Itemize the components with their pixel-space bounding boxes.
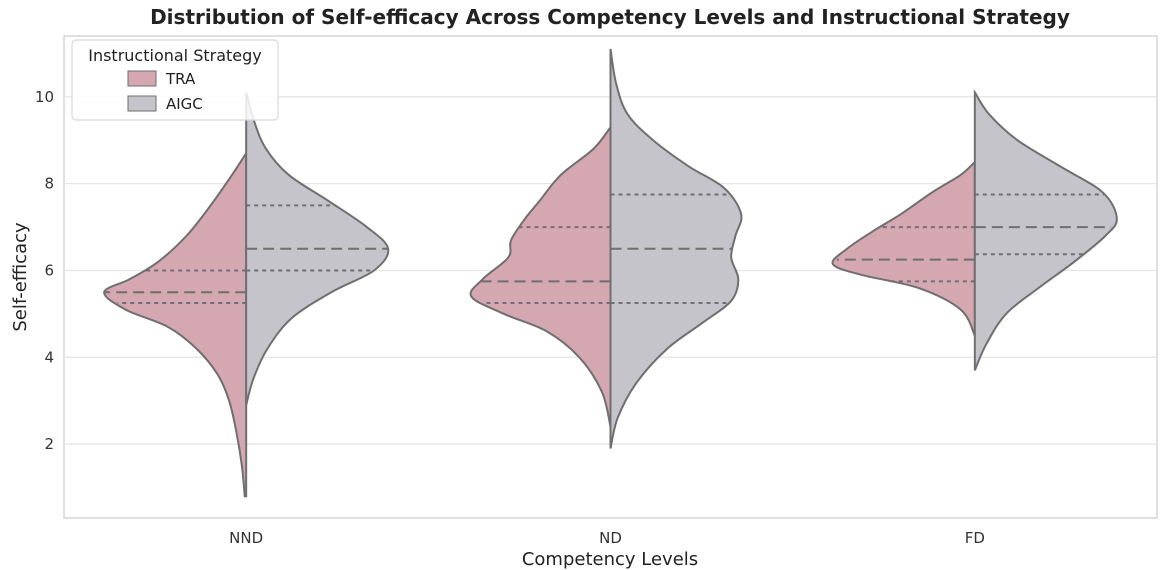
legend-label-tra: TRA bbox=[165, 70, 196, 88]
violin-tra-nd bbox=[469, 124, 612, 428]
violin-tra-fd bbox=[831, 159, 976, 337]
y-tick-label-6: 6 bbox=[44, 261, 54, 279]
legend-label-aigc: AIGC bbox=[166, 95, 203, 113]
x-tick-label-nnd: NND bbox=[229, 529, 263, 547]
legend-swatch-aigc bbox=[127, 95, 157, 112]
chart-title: Distribution of Self-efficacy Across Com… bbox=[150, 5, 1070, 29]
y-tick-label-2: 2 bbox=[44, 435, 54, 453]
violin-group bbox=[103, 48, 1118, 498]
y-tick-label-8: 8 bbox=[44, 175, 54, 193]
x-axis-label: Competency Levels bbox=[522, 549, 698, 570]
legend-box bbox=[71, 39, 279, 121]
x-axis-ticks: NND ND FD bbox=[229, 529, 985, 547]
y-axis-ticks: 2 4 6 8 10 bbox=[35, 88, 54, 453]
legend-title: Instructional Strategy bbox=[88, 46, 262, 65]
y-axis-label: Self-efficacy bbox=[10, 222, 31, 332]
violin-aigc-nd bbox=[609, 48, 743, 449]
violin-aigc-fd bbox=[973, 89, 1118, 371]
x-tick-label-nd: ND bbox=[599, 529, 622, 547]
y-tick-label-10: 10 bbox=[35, 88, 54, 106]
y-tick-label-4: 4 bbox=[44, 348, 54, 366]
x-tick-label-fd: FD bbox=[965, 529, 985, 547]
legend-swatch-tra bbox=[127, 70, 157, 87]
violin-tra-nnd bbox=[103, 149, 248, 498]
legend: Instructional Strategy TRA AIGC bbox=[71, 39, 279, 121]
